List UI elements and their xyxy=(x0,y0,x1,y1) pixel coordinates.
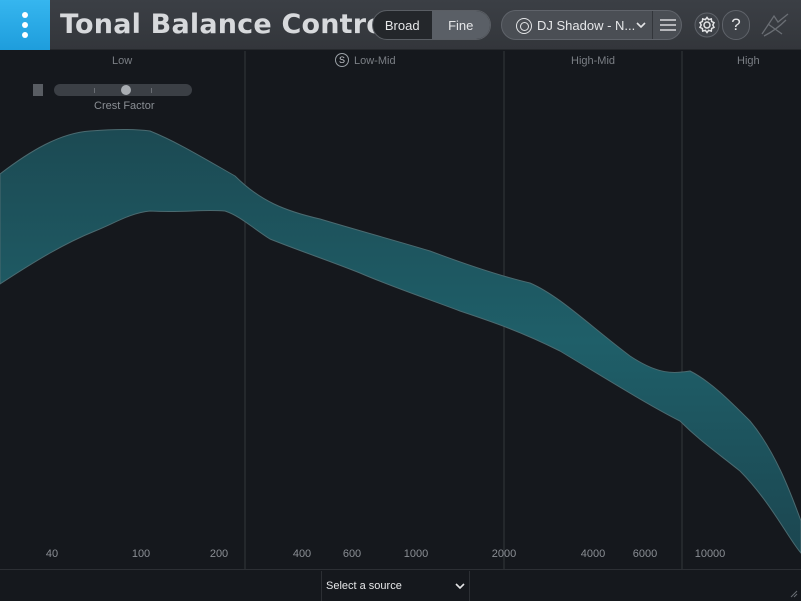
freq-tick-label: 200 xyxy=(209,548,229,560)
izotope-logo-icon xyxy=(761,13,789,37)
help-button[interactable]: ? xyxy=(722,10,750,40)
crest-factor-control: Crest Factor xyxy=(32,83,212,113)
app-title: Tonal Balance Control xyxy=(60,9,395,40)
freq-tick-label: 1000 xyxy=(403,548,429,560)
menu-dot-icon xyxy=(22,12,28,18)
freq-tick-label: 600 xyxy=(342,548,362,560)
source-select-value: Select a source xyxy=(326,580,402,592)
freq-tick-label: 100 xyxy=(131,548,151,560)
freq-tick-label: 6000 xyxy=(632,548,658,560)
target-icon xyxy=(516,18,532,34)
freq-tick-label: 40 xyxy=(45,548,59,560)
header-bar: Tonal Balance Control Broad Fine DJ Shad… xyxy=(0,0,801,50)
main-menu-button[interactable] xyxy=(0,0,50,50)
slider-tick xyxy=(151,88,152,93)
target-curve-selector[interactable]: DJ Shadow - N... xyxy=(501,10,682,40)
menu-dot-icon xyxy=(22,22,28,28)
slider-tick xyxy=(94,88,95,93)
band-label-high: High xyxy=(737,55,760,67)
band-label-high-mid: High-Mid xyxy=(571,55,616,67)
band-label-low-mid: Low-Mid xyxy=(354,55,396,67)
fine-view-button[interactable]: Fine xyxy=(431,11,490,39)
freq-tick-label: 2000 xyxy=(491,548,517,560)
freq-tick-label: 10000 xyxy=(694,548,726,560)
footer-bar: Select a source xyxy=(0,569,801,601)
list-menu-icon[interactable] xyxy=(660,19,676,31)
crest-factor-slider[interactable] xyxy=(54,84,192,96)
menu-dot-icon xyxy=(22,32,28,38)
high-crest-waveform-icon xyxy=(33,84,43,96)
chevron-down-icon xyxy=(636,22,646,29)
crest-factor-label: Crest Factor xyxy=(94,100,155,112)
tonal-balance-plot[interactable]: Low S Low-Mid High-Mid High Crest Factor… xyxy=(0,51,801,569)
resize-grip-icon[interactable] xyxy=(790,590,798,598)
freq-tick-label: 4000 xyxy=(580,548,606,560)
pill-divider xyxy=(652,11,653,39)
freq-tick-label: 400 xyxy=(292,548,312,560)
solo-band-button[interactable]: S xyxy=(335,53,349,67)
broad-view-button[interactable]: Broad xyxy=(384,17,420,33)
target-range-band xyxy=(0,129,801,554)
plot-graphic xyxy=(0,51,801,569)
source-select[interactable]: Select a source xyxy=(321,571,470,601)
band-label-low: Low xyxy=(112,55,133,67)
settings-gear-icon[interactable] xyxy=(694,12,720,38)
view-mode-toggle: Broad Fine xyxy=(372,10,491,40)
target-curve-name: DJ Shadow - N... xyxy=(537,18,636,33)
chevron-down-icon xyxy=(455,583,465,590)
crest-factor-slider-knob[interactable] xyxy=(121,85,131,95)
